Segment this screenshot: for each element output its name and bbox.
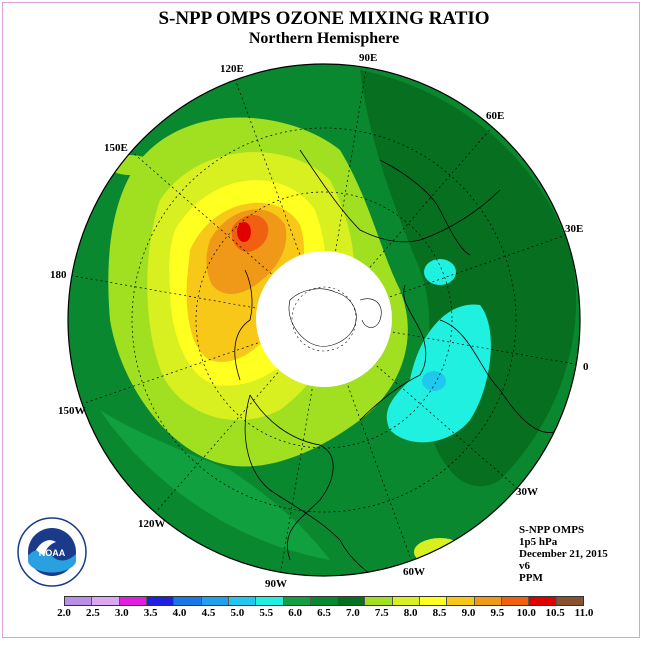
- colorbar-cell: [64, 596, 93, 606]
- colorbar-cell: [420, 596, 448, 606]
- polar-night-mask: [256, 251, 392, 387]
- colorbar-label: 5.0: [230, 607, 245, 619]
- colorbar-label: 4.0: [172, 607, 187, 619]
- lon-label-90e: 90E: [359, 52, 377, 64]
- colorbar-cell: [119, 596, 147, 606]
- lon-label-0: 0: [583, 361, 589, 373]
- colorbar-cell: [529, 596, 557, 606]
- colorbar-label: 8.5: [432, 607, 447, 619]
- arctic-coastlines: [288, 288, 382, 347]
- colorbar-cell: [474, 596, 502, 606]
- colorbar-cell: [365, 596, 393, 606]
- ozone-region-6-0: [100, 410, 330, 560]
- colorbar-label: 5.5: [259, 607, 274, 619]
- colorbar-cell: [338, 596, 366, 606]
- ozone-region-5-5-north: [424, 259, 456, 285]
- svg-text:NOAA: NOAA: [39, 548, 66, 558]
- ozone-region-5-0: [422, 371, 446, 391]
- lon-label-120e: 120E: [220, 63, 244, 75]
- info-instrument: S-NPP OMPS: [519, 524, 585, 536]
- info-version: v6: [519, 560, 530, 572]
- info-units: PPM: [519, 572, 543, 584]
- ozone-region-10-5: [237, 222, 251, 242]
- colorbar-label: 2.0: [57, 607, 71, 619]
- colorbar-cell: [447, 596, 475, 606]
- colorbar-label: 2.5: [86, 607, 100, 619]
- colorbar-label: 4.5: [201, 607, 216, 619]
- info-date: December 21, 2015: [519, 548, 608, 560]
- colorbar-label: 11.0: [574, 607, 594, 619]
- colorbar-cell: [256, 596, 284, 606]
- lon-label-90w: 90W: [265, 578, 287, 590]
- colorbar-label: 10.0: [516, 607, 536, 619]
- colorbar-label: 6.0: [288, 607, 302, 619]
- colorbar-label: 10.5: [545, 607, 565, 619]
- colorbar-label: 8.0: [403, 607, 418, 619]
- colorbar-cell: [92, 596, 120, 606]
- colorbar-cell: [556, 596, 584, 606]
- colorbar-label: 7.5: [374, 607, 389, 619]
- colorbar-label: 9.0: [461, 607, 476, 619]
- lon-label-150w: 150W: [58, 405, 86, 417]
- info-pressure-level: 1p5 hPa: [519, 536, 558, 548]
- map-title: S-NPP OMPS OZONE MIXING RATIO: [158, 8, 490, 29]
- lon-label-30w: 30W: [516, 486, 538, 498]
- colorbar-label: 6.5: [317, 607, 331, 619]
- lon-label-60e: 60E: [486, 110, 504, 122]
- colorbar-cell: [392, 596, 421, 606]
- figure-frame: [2, 2, 640, 638]
- noaa-logo: NOAA: [17, 517, 87, 587]
- map-subtitle: Northern Hemisphere: [248, 30, 400, 47]
- coastlines: [234, 149, 561, 576]
- colorbar-label: 3.5: [143, 607, 158, 619]
- lon-label-120w: 120W: [138, 518, 166, 530]
- colorbar-label: 7.0: [346, 607, 360, 619]
- colorbar-label: 9.5: [490, 607, 505, 619]
- polar-graticule: [291, 286, 357, 352]
- lon-label-60w: 60W: [403, 566, 425, 578]
- ozone-region-7-0: [360, 70, 577, 487]
- colorbar-cell: [310, 596, 339, 606]
- lon-label-150e: 150E: [104, 142, 128, 154]
- colorbar-cell: [228, 596, 257, 606]
- colorbar-cell: [146, 596, 175, 606]
- lon-label-180: 180: [50, 269, 67, 281]
- colorbar-cell: [502, 596, 530, 606]
- colorbar-cell: [283, 596, 311, 606]
- product-info: S-NPP OMPS 1p5 hPa December 21, 2015 v6 …: [519, 524, 608, 584]
- colorbar-label: 3.0: [114, 607, 129, 619]
- colorbar: [64, 596, 584, 606]
- colorbar-cell: [201, 596, 229, 606]
- map-disk-outline: [67, 63, 581, 577]
- lon-label-30e: 30E: [565, 223, 583, 235]
- ozone-patch-bottom: [414, 538, 466, 566]
- colorbar-cell: [174, 596, 202, 606]
- colorbar-labels: 2.0 2.5 3.0 3.5 4.0 4.5 5.0 5.5 6.0 6.5 7.0 7.5 8.0 8…: [0, 607, 648, 621]
